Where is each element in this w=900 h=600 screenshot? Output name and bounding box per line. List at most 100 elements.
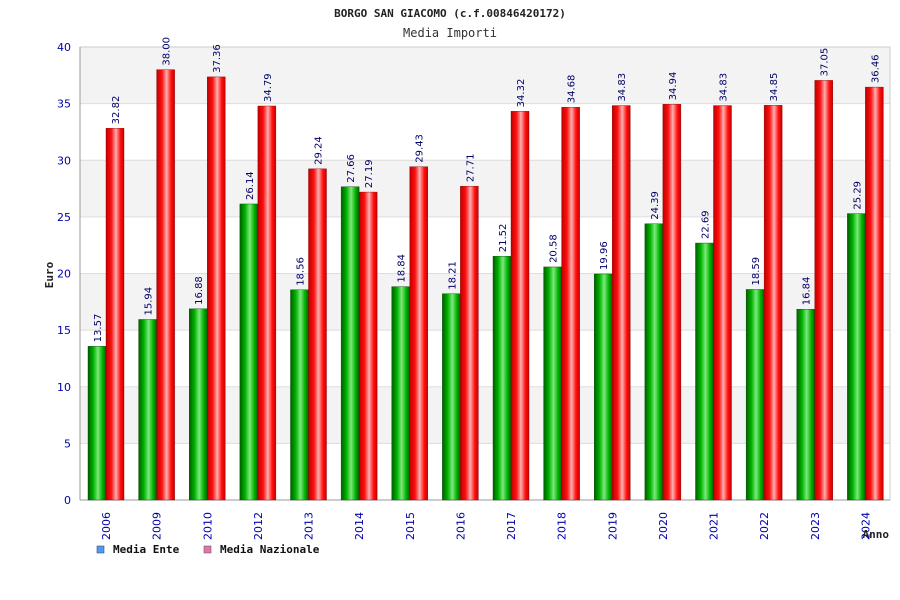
value-label-media-ente-2017: 21.52	[498, 224, 509, 253]
bar-media-ente-2021	[695, 242, 714, 501]
bar-media-ente-2019	[594, 273, 613, 501]
x-axis-ticks: 2006 2009 2010 2012 2013 2014 2015 2016 2017 2018…	[100, 512, 872, 540]
y-tick-label: 0	[64, 494, 71, 507]
value-label-media-ente-2023: 16.84	[802, 277, 813, 306]
bar-media-nazionale-2012	[257, 105, 277, 501]
bar-media-nazionale-2016	[460, 185, 479, 501]
x-tick-label-2019: 2019	[606, 512, 619, 540]
bar-media-ente-2018	[543, 266, 562, 501]
x-axis-label: Anno	[863, 528, 890, 541]
value-label-media-nazionale-2022: 34.85	[769, 73, 780, 102]
value-label-media-ente-2022: 18.59	[751, 257, 762, 286]
bar-media-nazionale-2023	[814, 80, 833, 501]
chart-title: BORGO SAN GIACOMO (c.f.00846420172)	[334, 7, 566, 20]
bar-media-ente-2020	[644, 223, 664, 501]
value-label-media-nazionale-2020: 34.94	[668, 72, 679, 101]
value-label-media-ente-2024: 25.29	[852, 181, 863, 210]
y-tick-label: 25	[57, 211, 71, 224]
value-label-media-nazionale-2006: 32.82	[111, 96, 122, 125]
bar-media-nazionale-2020	[662, 104, 682, 501]
y-tick-label: 5	[64, 437, 71, 450]
x-tick-label-2015: 2015	[404, 512, 417, 540]
bar-media-nazionale-2006	[105, 128, 125, 501]
bar-media-ente-2009	[138, 319, 157, 501]
chart-subtitle: Media Importi	[403, 26, 497, 40]
bar-media-nazionale-2015	[409, 166, 428, 501]
value-label-media-ente-2015: 18.84	[397, 254, 408, 283]
x-tick-label-2021: 2021	[708, 512, 721, 540]
value-label-media-nazionale-2009: 38.00	[162, 37, 173, 66]
bar-media-ente-2022	[745, 289, 765, 501]
value-label-media-ente-2021: 22.69	[701, 210, 712, 239]
bar-media-nazionale-2022	[763, 105, 783, 501]
value-label-media-ente-2020: 24.39	[650, 191, 661, 220]
value-label-media-ente-2014: 27.66	[346, 154, 357, 183]
bar-media-ente-2017	[492, 256, 512, 501]
bar-media-nazionale-2014	[358, 191, 378, 501]
x-tick-label-2017: 2017	[505, 512, 518, 540]
bar-media-nazionale-2010	[207, 76, 226, 501]
value-label-media-ente-2018: 20.58	[549, 234, 560, 263]
value-label-media-ente-2010: 16.88	[194, 276, 205, 305]
x-tick-label-2018: 2018	[556, 512, 569, 540]
value-label-media-ente-2019: 19.96	[599, 241, 610, 270]
bar-media-nazionale-2009	[156, 69, 175, 501]
y-tick-label: 20	[57, 268, 71, 281]
value-label-media-ente-2009: 15.94	[144, 287, 155, 316]
value-label-media-nazionale-2023: 37.05	[820, 48, 831, 77]
value-label-media-nazionale-2010: 37.36	[212, 44, 223, 73]
y-axis-ticks: 0 5 10 15 20 25 30 35 40	[57, 41, 71, 507]
bar-media-ente-2010	[189, 308, 208, 501]
legend-label-media-nazionale: Media Nazionale	[220, 543, 320, 556]
bar-media-ente-2013	[290, 289, 309, 501]
value-label-media-ente-2013: 18.56	[296, 257, 307, 286]
x-tick-label-2014: 2014	[353, 512, 366, 540]
x-tick-label-2022: 2022	[758, 512, 771, 540]
value-label-media-nazionale-2014: 27.19	[364, 159, 375, 188]
x-tick-label-2006: 2006	[100, 512, 113, 540]
value-label-media-nazionale-2012: 34.79	[263, 73, 274, 102]
legend-swatch-media-nazionale	[203, 545, 212, 554]
y-tick-label: 10	[57, 381, 71, 394]
bar-media-nazionale-2013	[308, 168, 327, 501]
bar-media-ente-2015	[391, 286, 410, 501]
y-axis-label: Euro	[43, 261, 56, 288]
bar-media-ente-2023	[796, 309, 815, 501]
x-tick-label-2020: 2020	[657, 512, 670, 540]
x-tick-label-2016: 2016	[454, 512, 467, 540]
value-label-media-nazionale-2019: 34.83	[617, 73, 628, 102]
bar-media-nazionale-2024	[865, 86, 884, 501]
bar-media-nazionale-2019	[612, 105, 631, 501]
value-labels: 13.57 32.82 15.94 38.00 16.88 37.36 26.14 34.79…	[93, 37, 881, 342]
bars	[87, 69, 884, 501]
value-label-media-nazionale-2024: 36.46	[870, 54, 881, 83]
legend-swatch-media-ente	[96, 545, 105, 554]
bar-media-ente-2016	[442, 293, 461, 501]
bar-media-ente-2012	[239, 203, 259, 501]
legend: Media Ente Media Nazionale	[96, 543, 320, 556]
legend-label-media-ente: Media Ente	[113, 543, 180, 556]
y-tick-label: 40	[57, 41, 71, 54]
value-label-media-ente-2006: 13.57	[93, 314, 104, 343]
bar-media-ente-2014	[340, 186, 360, 501]
value-label-media-nazionale-2021: 34.83	[719, 73, 730, 102]
value-label-media-nazionale-2015: 29.43	[415, 134, 426, 163]
bar-media-nazionale-2021	[713, 105, 732, 501]
y-tick-label: 35	[57, 98, 71, 111]
x-tick-label-2024: 2024	[859, 512, 872, 540]
x-tick-label-2023: 2023	[809, 512, 822, 540]
y-tick-label: 30	[57, 154, 71, 167]
value-label-media-nazionale-2017: 34.32	[516, 79, 527, 108]
y-tick-label: 15	[57, 324, 71, 337]
bar-media-nazionale-2017	[510, 111, 530, 501]
x-tick-label-2009: 2009	[151, 512, 164, 540]
value-label-media-ente-2012: 26.14	[245, 171, 256, 200]
x-tick-label-2013: 2013	[303, 512, 316, 540]
value-label-media-ente-2016: 18.21	[447, 261, 458, 290]
value-label-media-nazionale-2018: 34.68	[567, 75, 578, 104]
bar-media-ente-2006	[87, 346, 107, 501]
bar-media-ente-2024	[847, 213, 866, 501]
x-tick-label-2010: 2010	[201, 512, 214, 540]
x-tick-label-2012: 2012	[252, 512, 265, 540]
